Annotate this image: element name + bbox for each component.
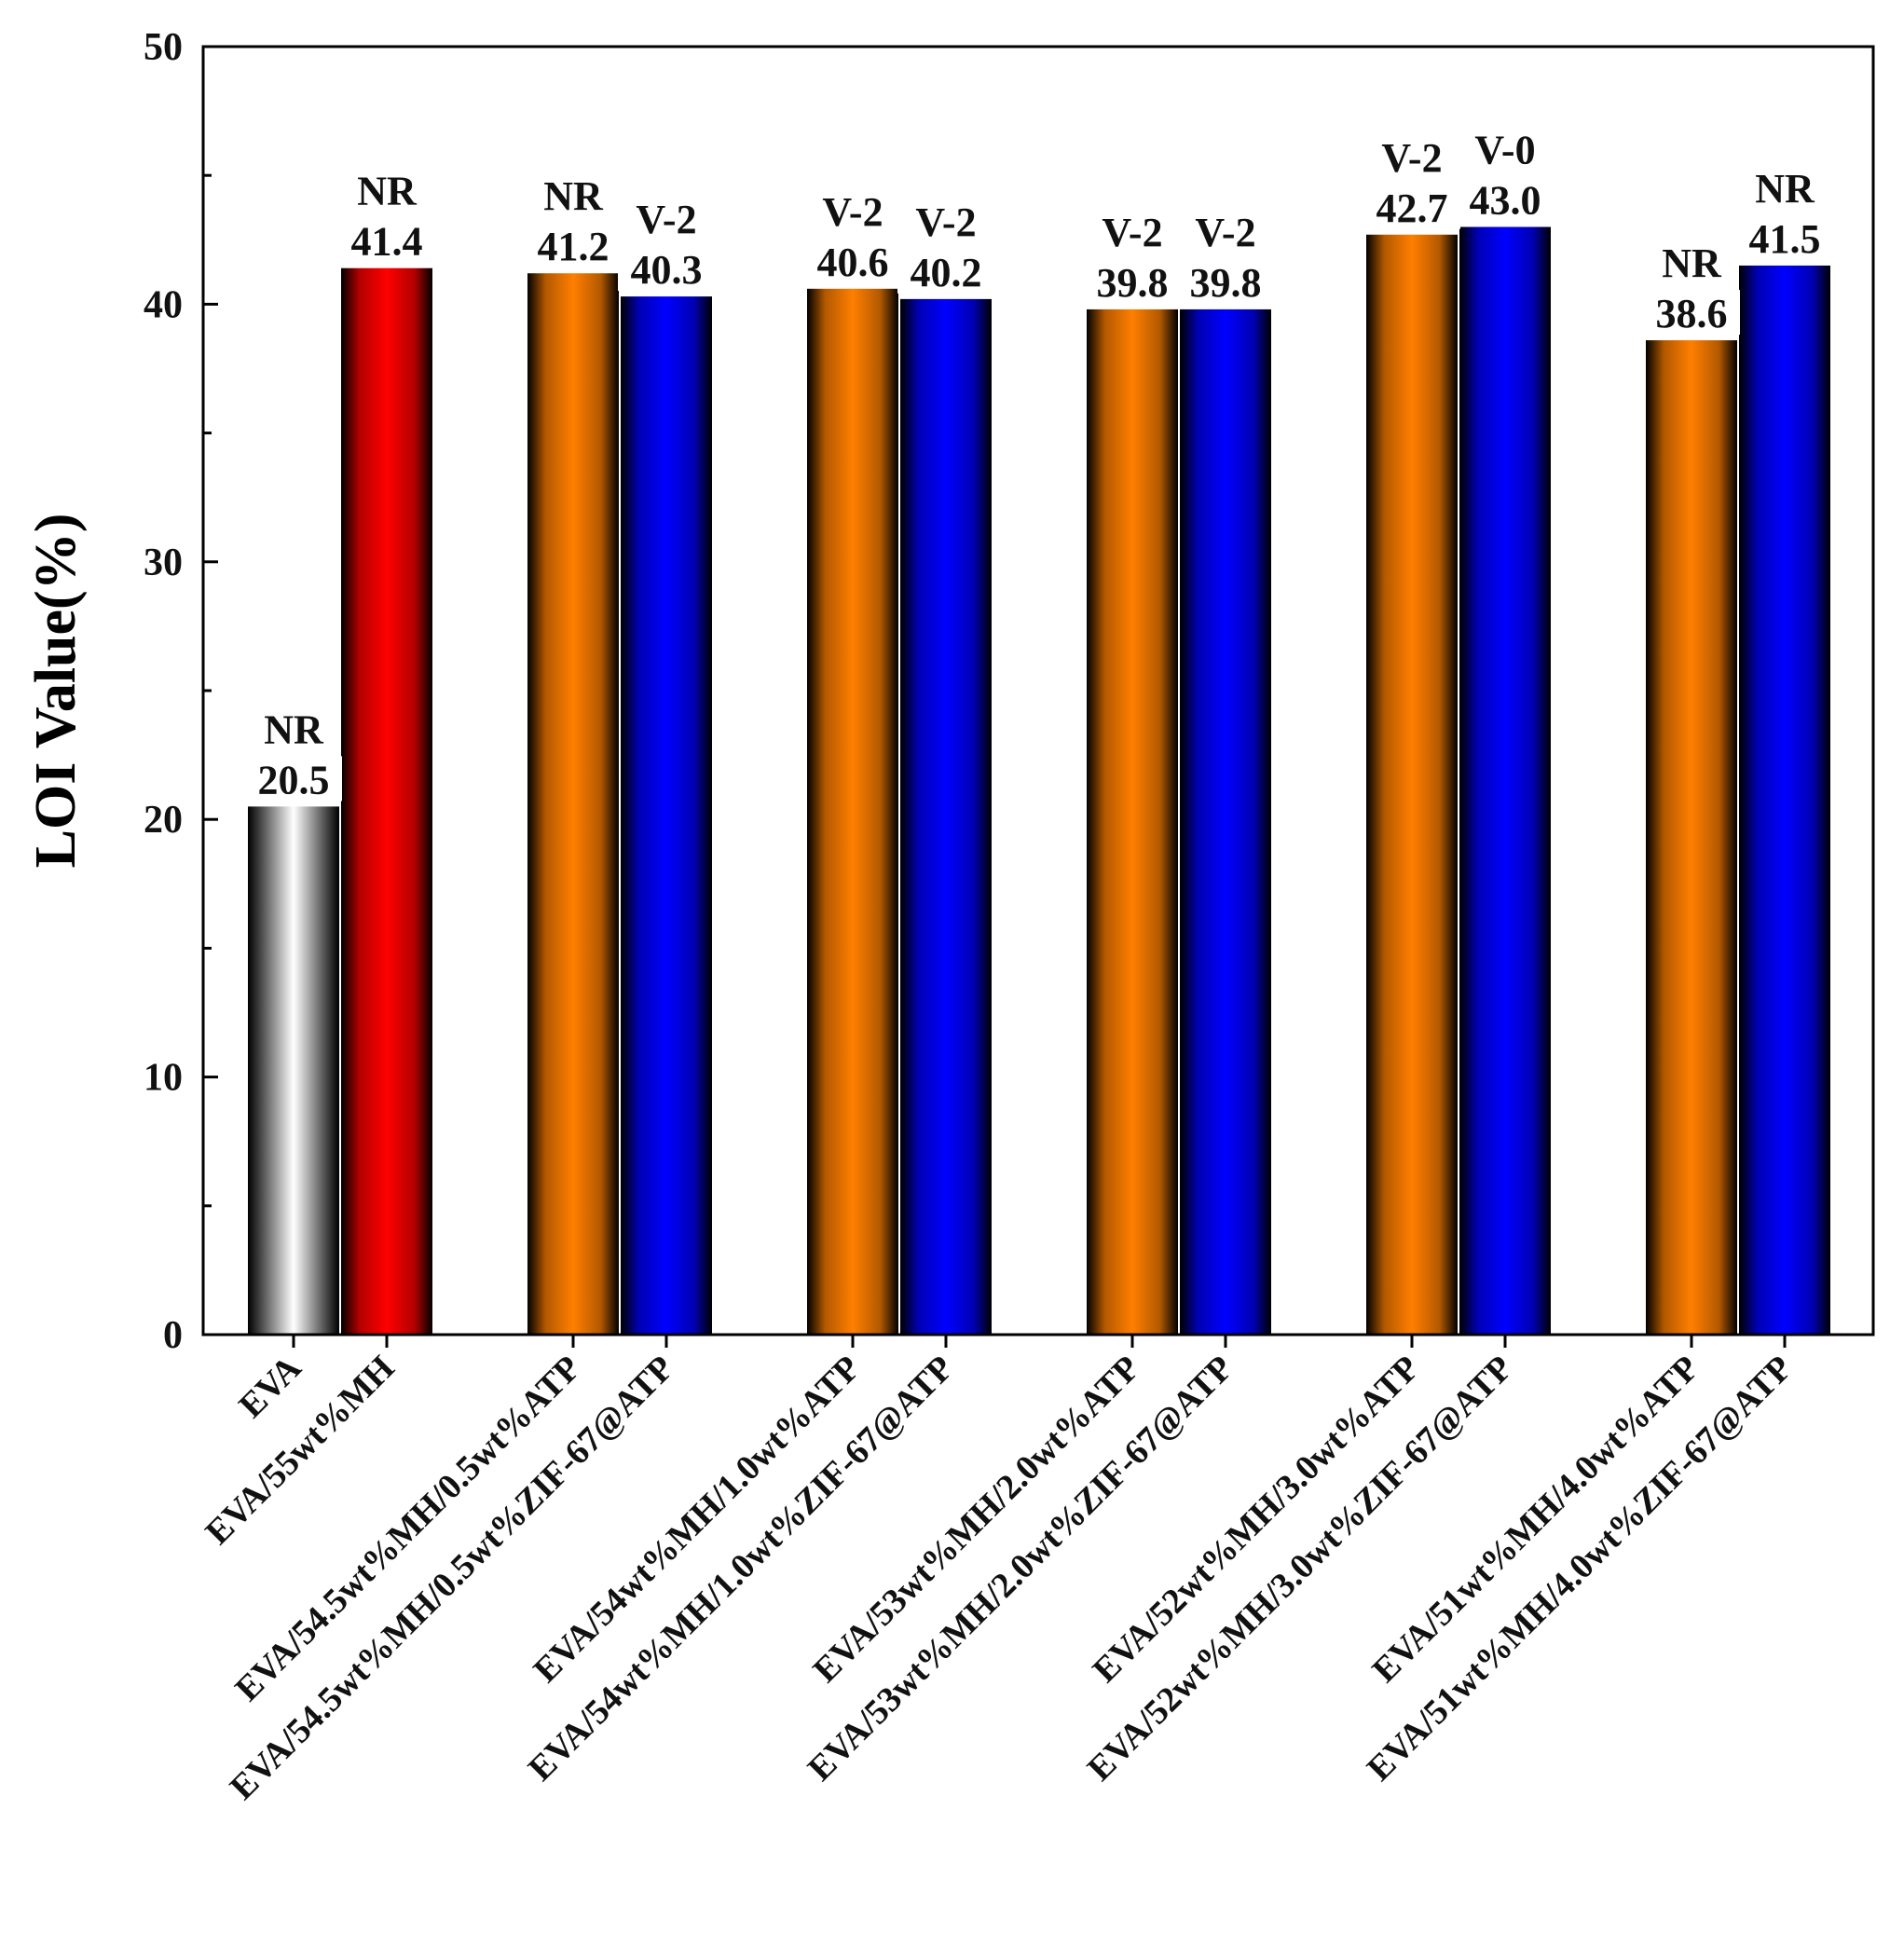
bar xyxy=(621,296,712,1335)
rating-label: V-2 xyxy=(1102,210,1162,255)
rating-label: NR xyxy=(1662,240,1722,286)
y-tick-label: 30 xyxy=(144,541,183,584)
value-label: 42.7 xyxy=(1376,185,1448,231)
y-tick-label: 50 xyxy=(144,26,183,69)
bar xyxy=(900,298,992,1335)
bar xyxy=(807,288,898,1335)
value-label-bg xyxy=(1643,290,1740,336)
y-tick-label: 0 xyxy=(163,1314,183,1357)
bar xyxy=(1087,308,1178,1336)
bar-labels-layer: 20.5 NR 41.4 NR 41.2 NR 40.3 V-2 40.6 V-2 40.2 V-2 3… xyxy=(245,127,1833,802)
rating-label: NR xyxy=(543,173,604,219)
rating-label: NR xyxy=(357,169,418,214)
rating-label: V-2 xyxy=(822,189,883,235)
value-label-bg xyxy=(804,238,901,283)
value-label: 39.8 xyxy=(1190,260,1262,306)
value-label: 41.2 xyxy=(538,224,609,269)
y-tick-label: 40 xyxy=(144,283,183,326)
bar xyxy=(248,806,339,1335)
bar xyxy=(1180,308,1271,1336)
value-label-bg xyxy=(1736,214,1833,260)
value-label-bg xyxy=(1457,176,1554,222)
bar xyxy=(1739,265,1830,1336)
value-label-bg xyxy=(897,248,994,294)
value-label: 20.5 xyxy=(258,757,330,802)
rating-label: NR xyxy=(264,706,324,752)
rating-label: V-0 xyxy=(1474,127,1535,172)
value-label: 41.4 xyxy=(351,219,423,265)
bar xyxy=(527,273,619,1336)
value-label-bg xyxy=(1363,184,1460,229)
bar xyxy=(1366,234,1458,1336)
rating-label: V-2 xyxy=(636,197,696,242)
value-label-bg xyxy=(1084,258,1181,304)
value-label: 40.3 xyxy=(631,247,703,293)
value-label: 40.2 xyxy=(911,250,982,295)
category-label: EVA xyxy=(231,1348,308,1425)
rating-label: V-2 xyxy=(1381,135,1442,181)
value-label: 43.0 xyxy=(1470,177,1541,223)
bar xyxy=(1459,226,1551,1336)
bar xyxy=(1646,340,1737,1336)
x-axis: EVAEVA/55wt%MHEVA/54.5wt%MH/0.5wt%ATPEVA… xyxy=(199,1335,1800,1807)
rating-label: NR xyxy=(1755,166,1815,212)
y-axis-label: LOI Value(%) xyxy=(24,514,88,869)
value-label-bg xyxy=(1177,258,1274,304)
value-label-bg xyxy=(338,217,435,263)
y-tick-label: 10 xyxy=(144,1057,183,1100)
rating-label: V-2 xyxy=(915,199,976,245)
value-label: 38.6 xyxy=(1656,291,1728,336)
plot-frame xyxy=(201,45,1875,1336)
rating-label: V-2 xyxy=(1195,210,1255,255)
value-label-bg xyxy=(525,223,622,268)
bar xyxy=(341,267,432,1336)
value-label-bg xyxy=(618,246,715,292)
value-label: 41.5 xyxy=(1749,216,1821,262)
y-axis: 0 10 20 30 40 50 xyxy=(144,26,218,1357)
bars-layer xyxy=(248,226,1830,1336)
value-label-bg xyxy=(245,756,342,802)
value-label: 40.6 xyxy=(817,240,889,285)
y-tick-label: 20 xyxy=(144,799,183,842)
value-label: 39.8 xyxy=(1097,260,1169,306)
